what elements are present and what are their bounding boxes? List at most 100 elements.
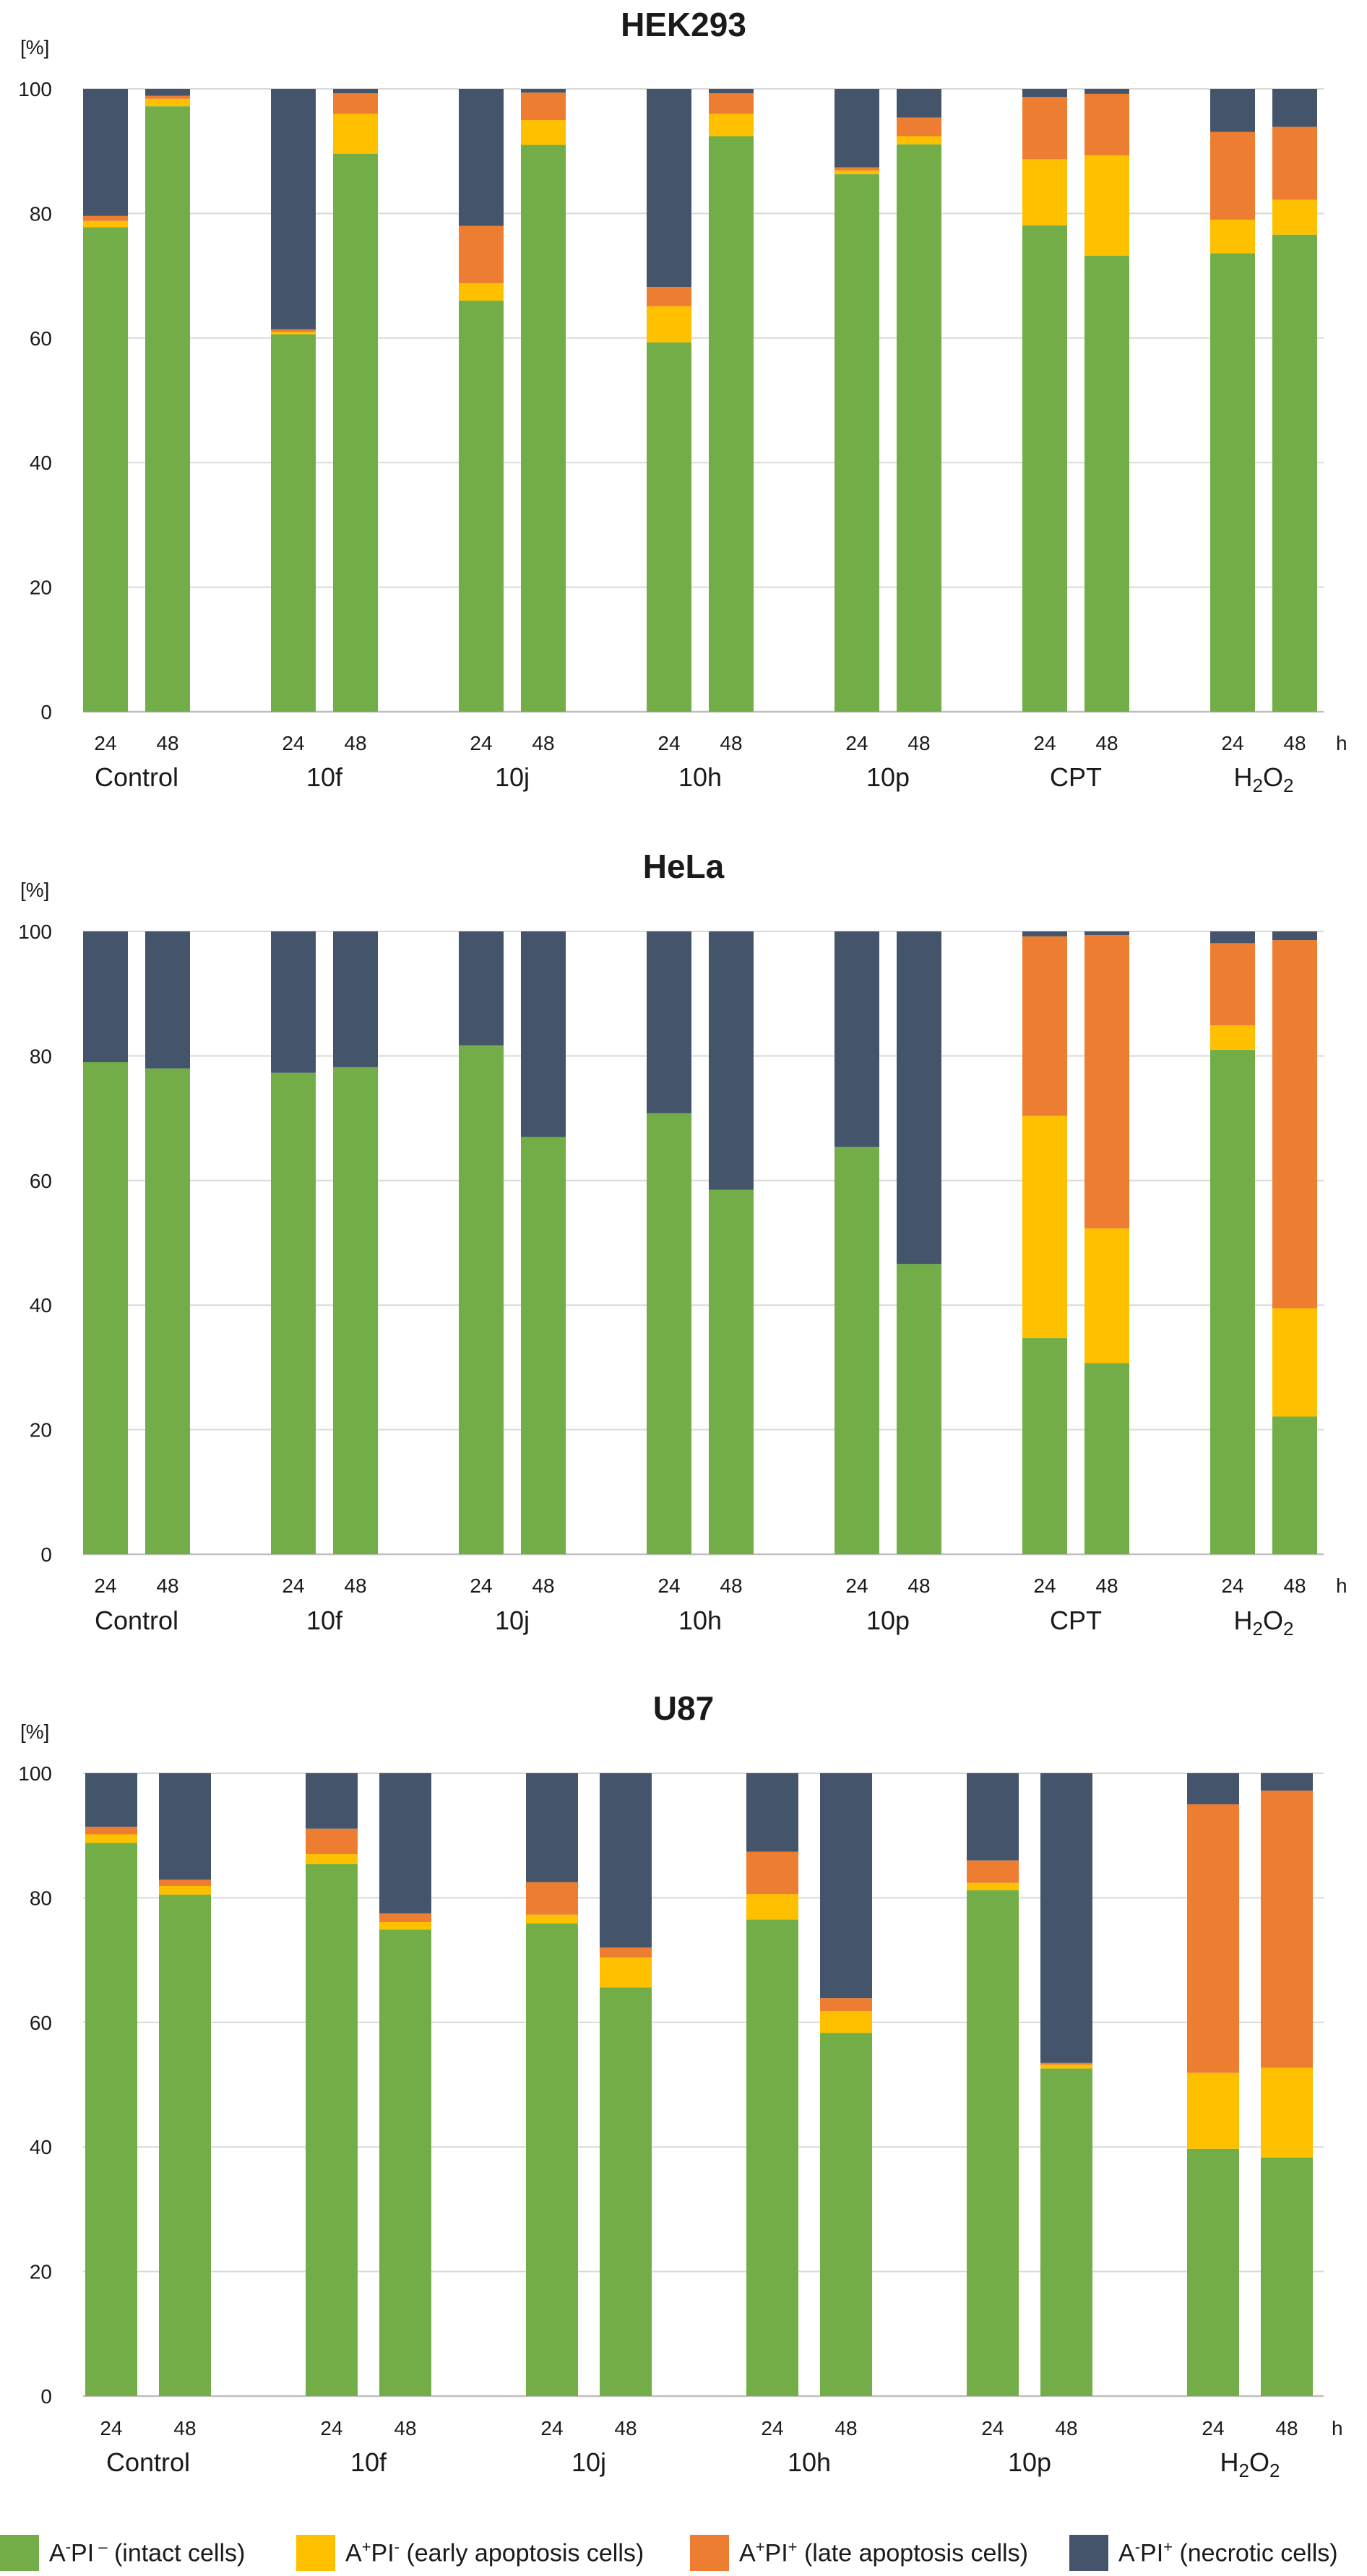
legend-swatch-early <box>296 2535 335 2571</box>
bar-segment-necrotic-control-48h <box>145 89 190 96</box>
bar-segment-early-10f-48h <box>333 113 378 154</box>
bar-segment-early-10h-48h <box>709 113 754 137</box>
bar-segment-intact-10h-48h <box>709 1189 754 1554</box>
legend-item-early: A+PI- (early apoptosis cells) <box>296 2535 644 2571</box>
legend-item-intact: A-PI – (intact cells) <box>0 2535 245 2571</box>
bar-segment-intact-control-24h <box>85 1843 137 2396</box>
bar-segment-late-10p-48h <box>1040 2062 1092 2065</box>
y-tick-label: 100 <box>18 921 52 943</box>
category-label-control: Control <box>95 762 178 792</box>
bar-segment-intact-10f-48h <box>379 1929 431 2396</box>
bar-segment-intact-10p-24h <box>835 1147 879 1554</box>
time-tick-label: 48 <box>720 1575 742 1597</box>
bar-segment-necrotic-10p-48h <box>897 89 941 118</box>
time-tick-label: 24 <box>100 2417 122 2439</box>
bar-segment-intact-control-48h <box>159 1895 211 2396</box>
category-label-control: Control <box>106 2447 190 2477</box>
time-tick-label: 48 <box>1283 732 1306 754</box>
bar-segment-necrotic-10p-24h <box>835 931 879 1147</box>
chart-u87: U87 [%] 0 20 40 60 80 100 24 48 Control 24 48 10f 24 48… <box>18 1689 1342 2481</box>
bar-segment-intact-10h-24h <box>746 1919 798 2396</box>
bar-segment-necrotic-10h-24h <box>647 931 691 1113</box>
bar-segment-intact-10p-48h <box>1040 2068 1092 2396</box>
bar-segment-early-h2o2-48h <box>1272 199 1317 235</box>
bar-segment-necrotic-h2o2-24h <box>1187 1773 1239 1805</box>
bar-segment-late-10h-24h <box>647 287 691 306</box>
chart-title: U87 <box>653 1689 714 1727</box>
bar-segment-early-cpt-24h <box>1022 159 1067 225</box>
category-label-10p: 10p <box>866 762 910 792</box>
bar-segment-early-control-48h <box>159 1886 211 1895</box>
bar-segment-intact-10h-48h <box>709 136 754 712</box>
category-label-10f: 10f <box>350 2447 387 2477</box>
bar-segment-intact-10p-24h <box>967 1890 1019 2396</box>
time-tick-label: 48 <box>173 2417 196 2439</box>
bar-segment-late-10f-48h <box>379 1913 431 1923</box>
time-tick-label: 48 <box>720 732 742 754</box>
bar-segment-late-control-48h <box>145 95 190 99</box>
time-tick-label: 24 <box>470 1575 492 1597</box>
time-unit-label: h <box>1336 732 1347 754</box>
bar-segment-necrotic-10j-48h <box>600 1773 652 1948</box>
bar-segment-intact-control-48h <box>145 1068 190 1554</box>
time-tick-label: 48 <box>1055 2417 1077 2439</box>
bar-segment-late-10f-24h <box>306 1828 358 1855</box>
bar-segment-late-10p-24h <box>967 1860 1019 1883</box>
bar-segment-intact-10j-24h <box>459 301 504 712</box>
bar-segment-intact-10j-24h <box>526 1923 578 2396</box>
y-tick-label: 60 <box>30 1170 52 1192</box>
bar-segment-early-10j-24h <box>526 1914 578 1924</box>
bar-segment-late-10h-48h <box>709 93 754 114</box>
bar-segment-intact-10j-48h <box>521 145 566 712</box>
bar-segment-necrotic-10h-24h <box>647 89 691 288</box>
bar-segment-early-10h-24h <box>746 1894 798 1920</box>
bar-segment-necrotic-cpt-48h <box>1084 89 1129 94</box>
legend-item-necrotic: A-PI+ (necrotic cells) <box>1069 2535 1338 2571</box>
bar-segment-necrotic-h2o2-48h <box>1272 89 1317 127</box>
bar-segment-intact-h2o2-24h <box>1210 1049 1255 1554</box>
time-tick-label: 24 <box>470 732 492 754</box>
time-tick-label: 24 <box>94 1575 116 1597</box>
y-tick-label: 80 <box>30 1887 52 1909</box>
bar-segment-late-10h-48h <box>820 1998 872 2012</box>
category-label-part: O <box>1263 1606 1283 1635</box>
legend-item-late: A+PI+ (late apoptosis cells) <box>690 2535 1028 2571</box>
time-tick-label: 48 <box>1275 2417 1298 2439</box>
bar-segment-necrotic-10h-48h <box>709 931 754 1190</box>
time-tick-label: 24 <box>845 1575 868 1597</box>
bar-segment-late-10p-24h <box>835 167 879 171</box>
bar-segment-late-cpt-48h <box>1084 935 1129 1229</box>
bar-segment-late-10j-48h <box>521 92 566 121</box>
bar-segment-early-10j-48h <box>521 120 566 145</box>
time-tick-label: 48 <box>344 732 366 754</box>
y-tick-label: 100 <box>18 78 52 100</box>
time-tick-label: 24 <box>1221 1575 1243 1597</box>
bar-segment-late-control-24h <box>85 1827 137 1835</box>
category-label-part: H <box>1234 1606 1253 1635</box>
bar-segment-necrotic-10j-24h <box>526 1773 578 1882</box>
category-label-subscript: 2 <box>1253 1618 1263 1640</box>
time-tick-label: 48 <box>835 2417 857 2439</box>
bar-segment-intact-h2o2-48h <box>1261 2157 1313 2396</box>
category-label-subscript: 2 <box>1269 2460 1280 2481</box>
bar-segment-necrotic-10f-48h <box>379 1773 431 1913</box>
time-tick-label: 48 <box>1095 1575 1118 1597</box>
time-tick-label: 24 <box>1221 732 1243 754</box>
time-tick-label: 48 <box>907 732 930 754</box>
bar-segment-early-10p-48h <box>1040 2064 1092 2069</box>
bar-segment-intact-10f-48h <box>333 1067 378 1554</box>
chart-title: HeLa <box>643 848 725 885</box>
y-tick-label: 0 <box>40 2385 52 2408</box>
bar-segment-early-control-48h <box>145 98 190 107</box>
bar-segment-early-10p-48h <box>897 136 941 145</box>
bar-segment-early-10j-24h <box>459 283 504 301</box>
bar-segment-intact-10f-48h <box>333 153 378 712</box>
bar-segment-intact-10j-24h <box>459 1045 504 1554</box>
bar-segment-early-h2o2-48h <box>1261 2067 1313 2158</box>
bar-segment-early-control-24h <box>85 1834 137 1843</box>
time-tick-label: 24 <box>981 2417 1004 2439</box>
category-label-10h: 10h <box>678 1606 722 1635</box>
bar-segment-necrotic-control-48h <box>159 1773 211 1880</box>
